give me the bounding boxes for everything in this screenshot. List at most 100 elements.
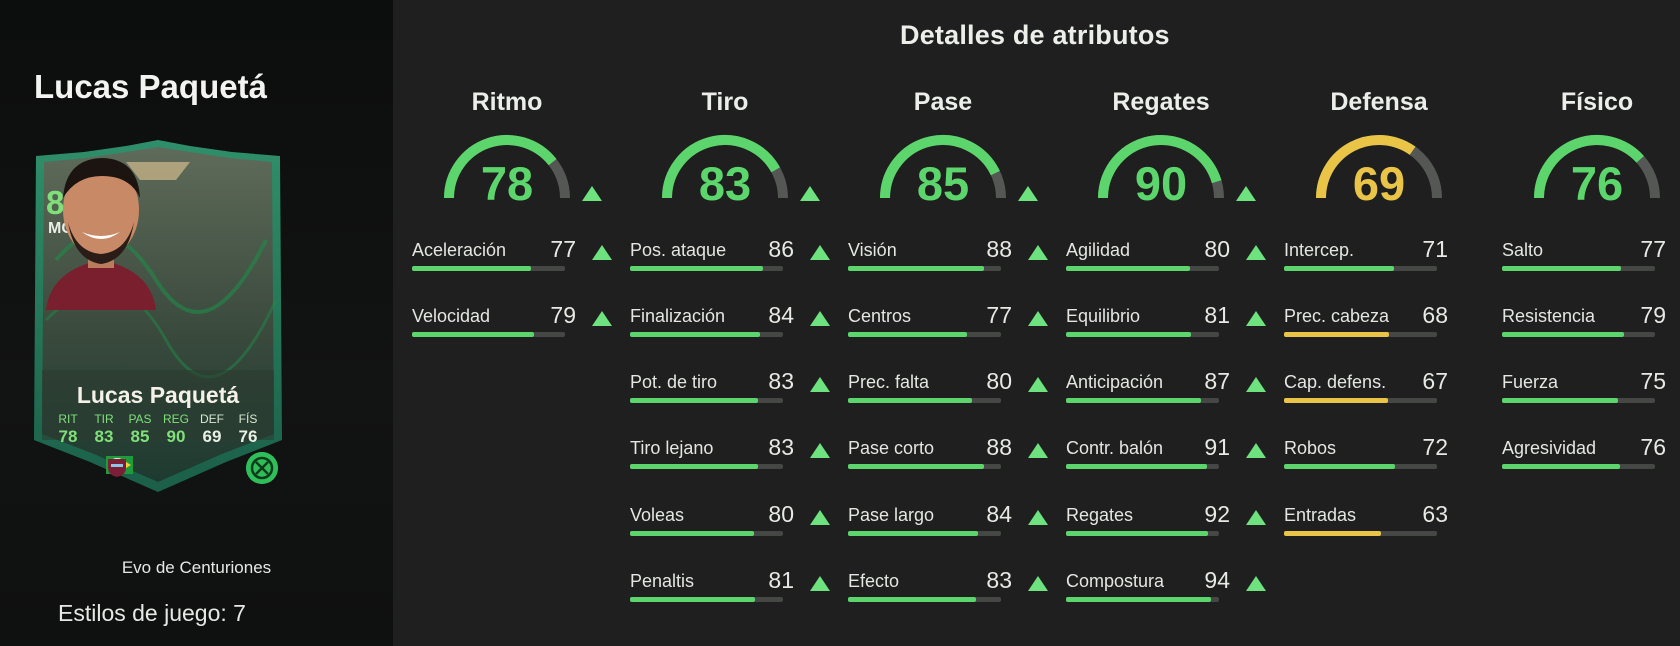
attribute-row[interactable]: Resistencia 79 <box>1502 302 1680 356</box>
attribute-row[interactable]: Pos. ataque 86 <box>630 236 830 290</box>
attribute-bar-fill <box>630 266 763 271</box>
attribute-bar-fill <box>1066 464 1207 469</box>
attribute-row[interactable]: Robos 72 <box>1284 434 1484 488</box>
upgrade-arrow-icon <box>1236 186 1256 201</box>
upgrade-arrow-icon <box>1246 576 1266 591</box>
card-stat-label: REG <box>162 412 189 426</box>
attribute-value: 77 <box>550 236 576 262</box>
attribute-bar-fill <box>1284 464 1396 469</box>
attribute-row[interactable]: Agilidad 80 <box>1066 236 1266 290</box>
card-player-name: Lucas Paquetá <box>76 382 240 408</box>
attribute-name: Anticipación <box>1066 372 1164 392</box>
category-value: 78 <box>480 157 534 210</box>
evolution-icon <box>246 452 278 484</box>
upgrade-arrow-icon <box>1028 245 1048 260</box>
gauge-fill <box>1098 135 1222 199</box>
attribute-row[interactable]: Regates 92 <box>1066 501 1266 555</box>
attribute-row[interactable]: Salto 77 <box>1502 236 1680 290</box>
attribute-name: Regates <box>1066 505 1134 525</box>
card-stat-value: 69 <box>202 427 222 446</box>
attribute-bar-fill <box>1502 332 1625 337</box>
attribute-name: Salto <box>1502 240 1544 260</box>
category-gauge <box>662 135 788 199</box>
attribute-row[interactable]: Pase corto 88 <box>848 434 1048 488</box>
attribute-bar-fill <box>848 464 984 469</box>
gauge-fill <box>444 135 557 199</box>
attribute-row[interactable]: Centros 77 <box>848 302 1048 356</box>
attribute-value: 80 <box>986 368 1012 394</box>
attribute-row[interactable]: Entradas 63 <box>1284 501 1484 555</box>
attribute-bar <box>412 332 565 337</box>
card-stat-label: DEF <box>200 412 224 426</box>
attribute-bar <box>1284 464 1437 469</box>
category-físico: Físico 76 <box>1502 88 1680 608</box>
upgrade-arrow-icon <box>1246 245 1266 260</box>
attribute-row[interactable]: Pase largo 84 <box>848 501 1048 555</box>
category-gauge <box>1098 135 1224 199</box>
attribute-row[interactable]: Efecto 83 <box>848 567 1048 621</box>
attribute-row[interactable]: Prec. falta 80 <box>848 368 1048 422</box>
gauge-fill <box>880 135 1000 199</box>
card-stat-value: 85 <box>130 427 150 446</box>
attribute-name: Visión <box>848 240 897 260</box>
attribute-bar-fill <box>1502 266 1621 271</box>
attribute-row[interactable]: Aceleración 77 <box>412 236 612 290</box>
attribute-row[interactable]: Prec. cabeza 68 <box>1284 302 1484 356</box>
attribute-bar <box>1284 531 1437 536</box>
attribute-bar-fill <box>848 531 978 536</box>
category-title: Regates <box>1112 88 1210 116</box>
category-title: Defensa <box>1330 88 1428 116</box>
gauge-fill <box>1534 135 1644 199</box>
category-defensa: Defensa 69 <box>1284 88 1474 608</box>
category-value: 69 <box>1352 157 1406 210</box>
attribute-name: Tiro lejano <box>630 438 714 458</box>
card-stat-tir: TIR 83 <box>89 411 119 447</box>
attribute-bar <box>1284 398 1437 403</box>
attribute-row[interactable]: Tiro lejano 83 <box>630 434 830 488</box>
upgrade-arrow-icon <box>1246 443 1266 458</box>
category-regates: Regates 90 <box>1066 88 1256 608</box>
attribute-row[interactable]: Velocidad 79 <box>412 302 612 356</box>
attribute-name: Aceleración <box>412 240 507 260</box>
attribute-row[interactable]: Visión 88 <box>848 236 1048 290</box>
attribute-bar <box>630 597 783 602</box>
category-title: Tiro <box>701 88 749 116</box>
card-stat-rit: RIT 78 <box>53 411 83 447</box>
attribute-row[interactable]: Voleas 80 <box>630 501 830 555</box>
attribute-value: 83 <box>768 434 794 460</box>
upgrade-arrow-icon <box>810 510 830 525</box>
category-value: 83 <box>698 157 752 210</box>
attribute-row[interactable]: Equilibrio 81 <box>1066 302 1266 356</box>
attribute-row[interactable]: Fuerza 75 <box>1502 368 1680 422</box>
attribute-row[interactable]: Anticipación 87 <box>1066 368 1266 422</box>
attribute-row[interactable]: Penaltis 81 <box>630 567 830 621</box>
attribute-name: Pase largo <box>848 505 935 525</box>
attribute-row[interactable]: Contr. balón 91 <box>1066 434 1266 488</box>
attribute-value: 84 <box>768 302 794 328</box>
attribute-value: 80 <box>768 501 794 527</box>
attribute-name: Entradas <box>1284 505 1357 525</box>
attribute-bar-fill <box>1066 332 1192 337</box>
player-panel: Lucas Paquetá 85 MCO <box>0 0 393 646</box>
attribute-row[interactable]: Intercep. 71 <box>1284 236 1484 290</box>
attribute-row[interactable]: Finalización 84 <box>630 302 830 356</box>
attribute-row[interactable]: Agresividad 76 <box>1502 434 1680 488</box>
attribute-value: 87 <box>1204 368 1230 394</box>
attribute-value: 71 <box>1422 236 1448 262</box>
attribute-name: Robos <box>1284 438 1337 458</box>
attribute-row[interactable]: Cap. defens. 67 <box>1284 368 1484 422</box>
attribute-row[interactable]: Pot. de tiro 83 <box>630 368 830 422</box>
category-title: Pase <box>913 88 973 116</box>
attribute-bar <box>1502 332 1655 337</box>
attribute-row[interactable]: Compostura 94 <box>1066 567 1266 621</box>
upgrade-arrow-icon <box>582 186 602 201</box>
attribute-name: Penaltis <box>630 571 695 591</box>
attribute-bar-fill <box>848 332 967 337</box>
attribute-name: Voleas <box>630 505 685 525</box>
attribute-bar <box>1066 597 1219 602</box>
attribute-value: 83 <box>986 567 1012 593</box>
player-card[interactable]: 85 MCO Lucas Paquetá RIT78TIR83PAS85REG9… <box>26 140 290 495</box>
playstyles-count[interactable]: Estilos de juego: 7 <box>58 600 246 626</box>
category-gauge <box>1316 135 1442 199</box>
attribute-name: Velocidad <box>412 306 491 326</box>
